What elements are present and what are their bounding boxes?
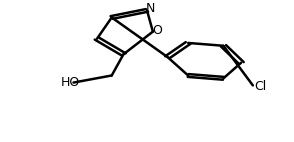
Text: N: N: [145, 2, 155, 15]
Text: HO: HO: [61, 76, 80, 89]
Text: Cl: Cl: [254, 80, 266, 93]
Text: O: O: [152, 24, 162, 37]
